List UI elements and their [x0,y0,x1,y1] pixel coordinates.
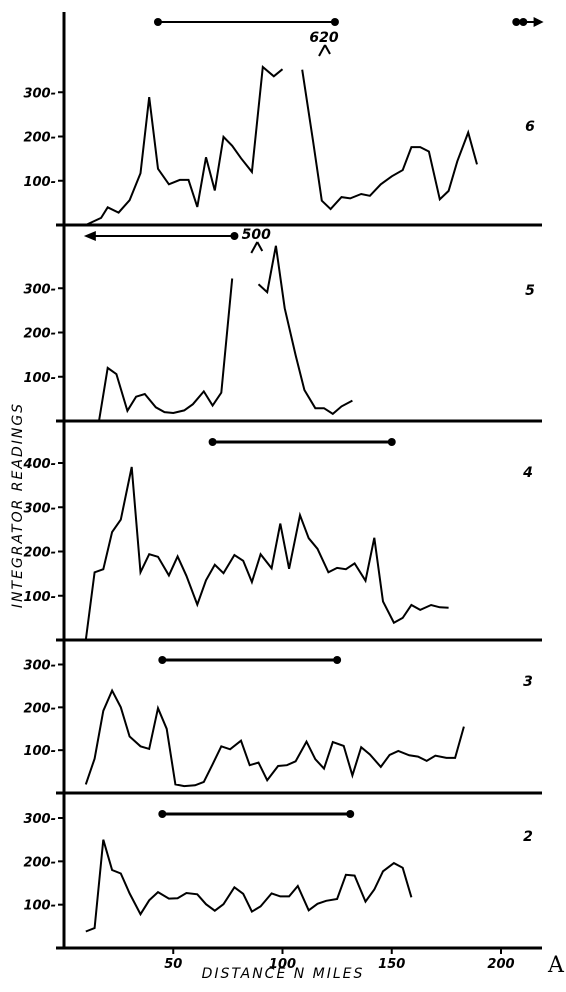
panel-5: 100- 200- 300- 500 5 [23,227,542,423]
break-mark [256,241,264,252]
series-line-panel-2 [85,839,413,933]
arrow-dot [519,18,528,26]
range-bar-start-dot [208,438,217,446]
plot-area: 100- 200- 300- 620 6 100- 200- 300- 500 5 100- 200-… [22,12,544,972]
panel-6: 100- 200- 300- 620 6 [23,17,544,227]
y-tick-label: 100- [23,744,56,759]
series-line-panel-6 [85,65,284,226]
y-tick-label: 400- [22,457,56,472]
panel-label: 3 [523,674,533,690]
break-mark [318,44,326,57]
series-line-panel-4 [84,466,449,641]
range-bar-end-dot [330,18,339,26]
y-tick-label: 200- [23,855,56,870]
panel-label: 5 [525,283,535,299]
y-tick-label: 300- [23,659,56,674]
arrow-head [533,17,544,27]
y-tick-label: 300- [23,282,56,297]
series-line-panel-3 [84,688,465,788]
off-scale-annotation: 500 [242,227,271,243]
range-bar-start-dot [158,656,167,664]
break-mark [250,241,259,254]
x-tick-label: 50 [164,957,182,972]
panel-3: 100- 200- 300- 3 [23,656,542,795]
y-tick-label: 200- [23,701,56,716]
y-tick-label: 200- [23,546,56,561]
y-tick-label: 300- [23,812,56,827]
y-tick-label: 100- [23,175,56,190]
panel-label: 4 [522,465,533,481]
y-axis-title: INTEGRATOR READINGS [10,402,26,608]
panel-4: 100- 200- 300- 400- 4 [22,438,542,642]
y-tick-label: 300- [23,501,56,516]
y-tick-label: 200- [23,327,56,342]
series-line-panel-5 [85,278,234,422]
range-bar-end-dot [346,810,355,818]
x-axis-title: DISTANCE N MILES [202,966,365,982]
y-tick-label: 100- [23,899,56,914]
y-tick-label: 200- [23,131,56,146]
arrow-dot [230,232,239,240]
series-line-panel-6 [301,69,478,211]
series-line-panel-5 [257,245,353,416]
y-tick-label: 100- [23,590,56,605]
off-scale-annotation: 620 [309,30,338,46]
figure-letter: A [547,953,565,978]
x-tick-label: 200 [487,957,514,972]
panel-label: 6 [525,119,535,135]
panel-2: 100- 200- 300- 2 [23,810,542,950]
panel-label: 2 [523,829,533,845]
arrow-head [83,231,96,241]
y-tick-label: 300- [23,86,56,101]
range-bar-end-dot [387,438,396,446]
range-bar-start-dot [153,18,162,26]
x-tick-label: 100 [269,957,296,972]
range-bar-end-dot [333,656,342,664]
range-bar-start-dot [158,810,167,818]
break-mark [324,44,331,55]
y-tick-label: 100- [23,371,56,386]
x-tick-label: 150 [378,957,405,972]
arrow-dot [512,18,521,26]
